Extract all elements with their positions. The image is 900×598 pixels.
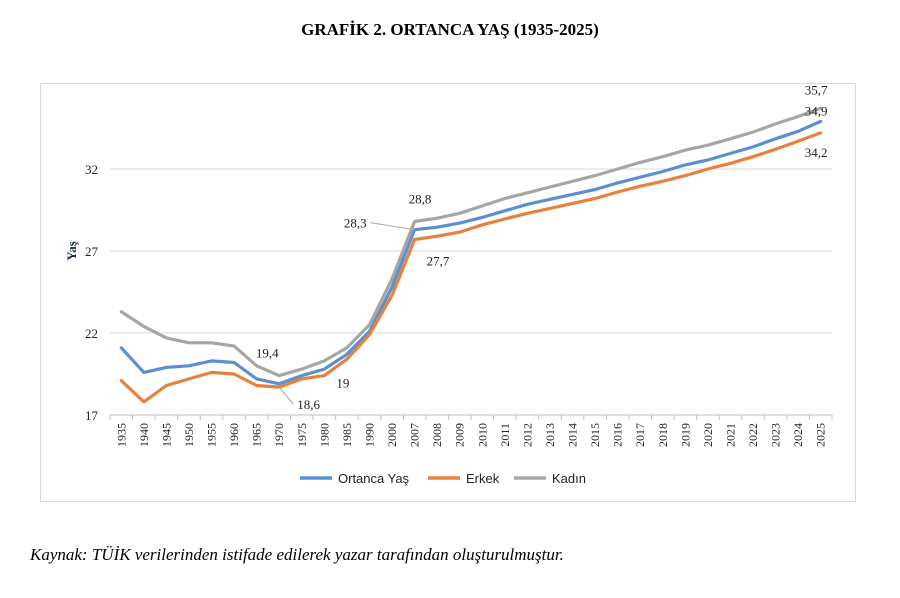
data-label: 35,7 (805, 82, 828, 97)
x-tick-label: 2022 (746, 423, 760, 447)
x-tick-label: 1985 (340, 423, 354, 447)
x-tick-label: 2025 (814, 423, 828, 447)
x-tick-label: 1960 (227, 423, 241, 447)
x-tick-label: 2018 (656, 423, 670, 447)
axes: 17 22 27 32 1935 1940 1945 1950 1955 1960 1965 1970… (64, 162, 833, 447)
x-tick-label: 1955 (205, 423, 219, 447)
data-label: 19,4 (256, 346, 279, 361)
x-tick-label: 1935 (114, 423, 128, 447)
data-label: 27,7 (427, 254, 450, 269)
x-tick-label: 2014 (566, 423, 580, 447)
x-tick-label: 1965 (250, 423, 264, 447)
x-tick-label: 1975 (295, 423, 309, 447)
x-tick-label: 2013 (543, 423, 557, 447)
x-tick-label: 1990 (362, 423, 376, 447)
x-tick-label: 2024 (791, 423, 805, 447)
x-tick-label: 2021 (723, 423, 737, 447)
x-tick-label: 2008 (430, 423, 444, 447)
y-tick-label: 32 (85, 162, 98, 177)
x-tick-label: 2011 (498, 423, 512, 447)
x-tick-label: 2023 (769, 423, 783, 447)
x-tick-label: 2000 (385, 423, 399, 447)
series-lines (119, 106, 823, 404)
x-tick-label: 2019 (678, 423, 692, 447)
x-tick-label: 2012 (520, 423, 534, 447)
leader-line (278, 386, 294, 405)
x-tick-label: 1940 (137, 423, 151, 447)
leader-line (370, 222, 415, 231)
data-label: 19 (336, 376, 349, 391)
legend-label-female: Kadın (552, 471, 586, 486)
x-tick-label: 2015 (588, 423, 602, 447)
x-tick-label: 1970 (272, 423, 286, 447)
data-label: 28,3 (344, 216, 367, 231)
legend-label-median: Ortanca Yaş (338, 471, 410, 486)
series-line-male (119, 131, 823, 404)
x-tick-label: 1950 (182, 423, 196, 447)
x-tick-label: 2010 (475, 423, 489, 447)
x-tick-label: 1980 (317, 423, 331, 447)
chart-frame (40, 83, 856, 502)
x-tick-label: 2009 (453, 423, 467, 447)
data-label: 18,6 (297, 397, 320, 412)
x-tick-label: 2020 (701, 423, 715, 447)
gridlines (110, 168, 832, 334)
data-label: 34,9 (805, 103, 828, 118)
legend-label-male: Erkek (466, 471, 500, 486)
x-tick-label: 2016 (611, 423, 625, 447)
x-tick-label: 2017 (633, 423, 647, 447)
x-tick-label: 2007 (408, 423, 422, 447)
y-tick-label: 17 (85, 408, 99, 423)
data-label: 34,2 (805, 145, 828, 160)
legend: Ortanca Yaş Erkek Kadın (300, 471, 586, 486)
y-tick-label: 27 (85, 244, 99, 259)
source-note: Kaynak: TÜİK verilerinden istifade edile… (30, 545, 564, 564)
data-label: 28,8 (409, 191, 432, 206)
x-tick-label: 1945 (159, 423, 173, 447)
series-line-female (119, 106, 823, 378)
data-labels: 19,4 18,6 19 28,3 28,8 27,7 35,7 34,9 34,2 (256, 82, 828, 412)
y-tick-label: 22 (85, 326, 98, 341)
y-axis-label: Yaş (64, 241, 79, 261)
series-line-median (119, 119, 823, 386)
chart-title: GRAFİK 2. ORTANCA YAŞ (1935-2025) (301, 20, 599, 39)
